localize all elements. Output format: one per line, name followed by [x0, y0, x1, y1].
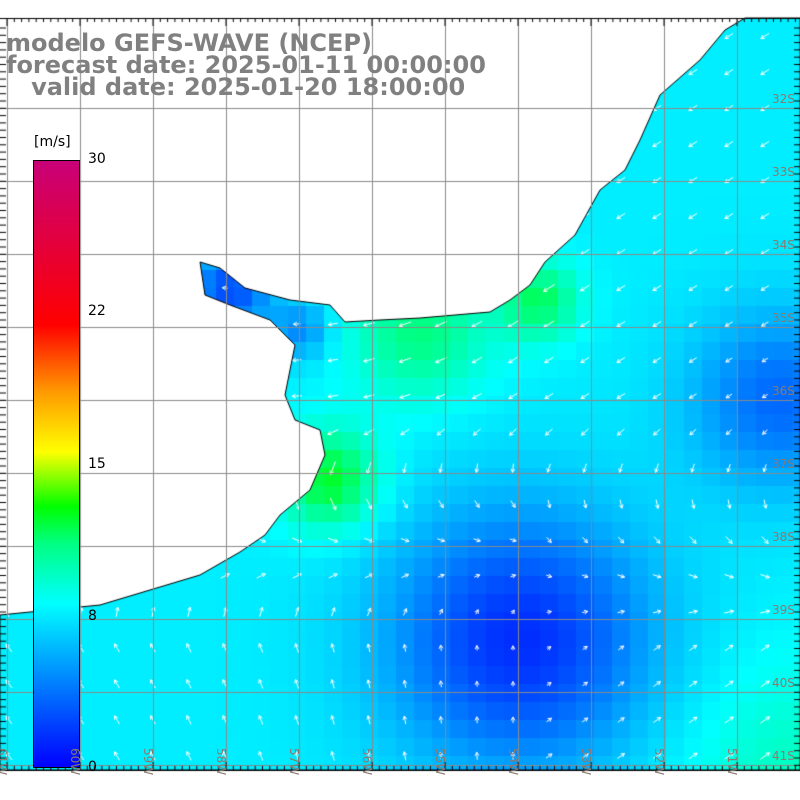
longitude-label: 52W: [652, 748, 666, 776]
longitude-label: 60W: [68, 748, 82, 776]
colorbar-tick: 0: [88, 759, 97, 775]
colorbar: [33, 160, 80, 768]
longitude-label: 61W: [0, 748, 9, 776]
longitude-label: 56W: [360, 748, 374, 776]
latitude-label: 41S: [772, 749, 795, 763]
latitude-label: 34S: [772, 238, 795, 252]
valid-date: valid date: 2025-01-20 18:00:00: [6, 73, 466, 101]
latitude-label: 36S: [772, 384, 795, 398]
latitude-label: 40S: [772, 676, 795, 690]
colorbar-tick: 30: [88, 151, 106, 167]
colorbar-unit: [m/s]: [34, 134, 71, 150]
colorbar-tick: 15: [88, 456, 106, 472]
longitude-label: 54W: [506, 748, 520, 776]
latitude-label: 35S: [772, 311, 795, 325]
longitude-label: 51W: [725, 748, 739, 776]
latitude-label: 32S: [772, 92, 795, 106]
longitude-label: 58W: [214, 748, 228, 776]
forecast-date: forecast date: 2025-01-11 00:00:00: [6, 51, 486, 79]
model-title: modelo GEFS-WAVE (NCEP): [6, 29, 372, 57]
longitude-label: 53W: [579, 748, 593, 776]
longitude-label: 57W: [287, 748, 301, 776]
colorbar-tick: 22: [88, 303, 106, 319]
longitude-label: 59W: [141, 748, 155, 776]
latitude-label: 38S: [772, 530, 795, 544]
longitude-label: 55W: [433, 748, 447, 776]
latitude-label: 37S: [772, 457, 795, 471]
colorbar-tick: 8: [88, 608, 97, 624]
latitude-label: 33S: [772, 165, 795, 179]
latitude-label: 39S: [772, 603, 795, 617]
